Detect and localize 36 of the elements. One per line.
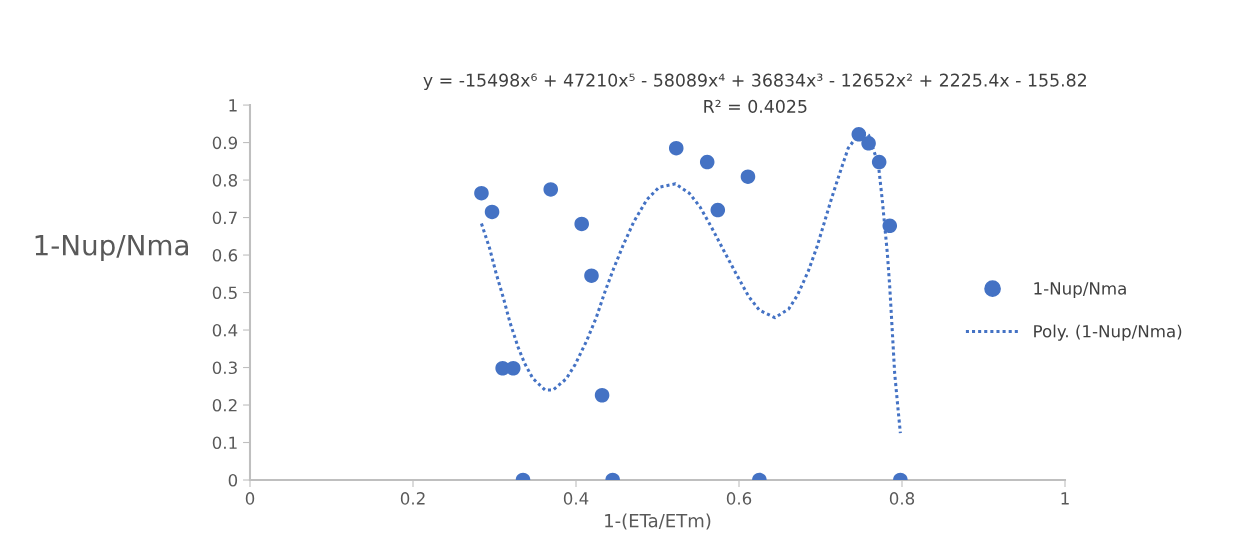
point xyxy=(710,202,726,218)
point xyxy=(861,136,876,151)
y-tick-label: 0.2 xyxy=(212,398,237,412)
y-tick-label: 0.6 xyxy=(212,249,238,262)
y-axis-title: 1-Nup/Nma xyxy=(35,234,188,261)
point xyxy=(882,218,898,234)
point xyxy=(871,154,887,170)
y-tick-label: 0.1 xyxy=(212,436,237,450)
y-tick-label: 0 xyxy=(228,473,238,487)
point xyxy=(668,140,684,156)
annotation: R² = 0.4025 xyxy=(704,99,807,113)
legend-label: 1-Nup/Nma xyxy=(1034,282,1126,298)
x-tick-label: 0.4 xyxy=(563,492,589,505)
y-tick-label: 0.5 xyxy=(212,286,237,300)
point xyxy=(851,127,867,142)
point xyxy=(574,216,589,232)
point xyxy=(699,154,715,170)
point xyxy=(484,204,500,220)
point xyxy=(584,268,599,283)
legend-label: Poly. (1-Nup/Nma) xyxy=(1034,324,1182,341)
point xyxy=(474,185,489,201)
y-tick-label: 0.4 xyxy=(212,323,238,337)
y-tick-label: 0.9 xyxy=(212,136,238,150)
y-tick-label: 0.3 xyxy=(212,361,237,375)
x-tick-label: 0.8 xyxy=(889,492,915,505)
x-axis-title: 1-(ETa/ETm) xyxy=(605,513,711,530)
point xyxy=(740,169,756,184)
x-tick-label: 0 xyxy=(245,492,255,505)
y-tick-label: 0.7 xyxy=(212,211,237,225)
y-tick-label: 0.8 xyxy=(212,174,238,187)
y-tick-label: 1 xyxy=(229,99,237,112)
text: y = -15498x⁶ + 47210x⁵ - 58089x⁴ + 36834x³ - 12652x² + 2225.4x - 155.82 xyxy=(423,73,1086,91)
point xyxy=(543,182,559,197)
x-tick-label: 0.6 xyxy=(726,492,752,505)
x-tick-label: 0.2 xyxy=(400,492,425,505)
x-tick-label: 1 xyxy=(1061,492,1069,505)
